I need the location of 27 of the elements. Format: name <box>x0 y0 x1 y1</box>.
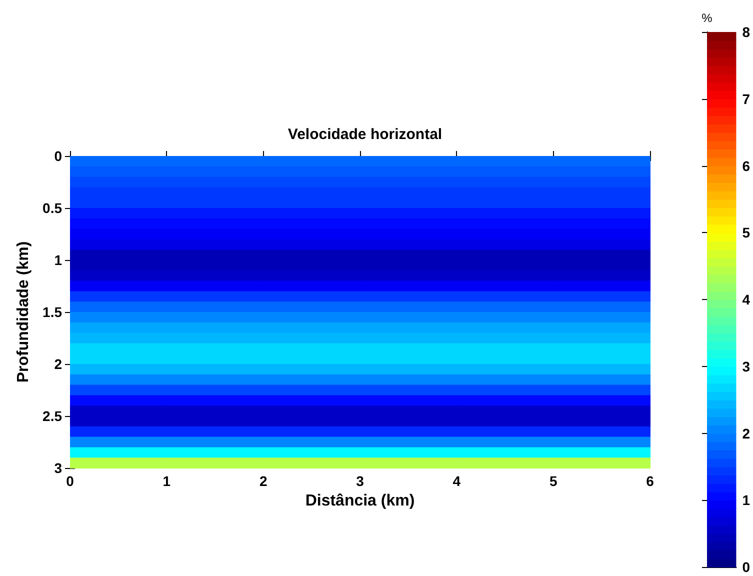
chart-title: Velocidade horizontal <box>288 126 442 143</box>
color-bar-label: 6 <box>742 158 750 174</box>
y-axis-title: Profundidade (km) <box>15 241 32 383</box>
color-bar-label: 4 <box>742 292 750 308</box>
color-bar-label: 1 <box>742 492 750 508</box>
y-tick-label: 3 <box>54 460 62 476</box>
x-axis-title: Distância (km) <box>305 492 415 510</box>
color-bar-label: 7 <box>742 90 750 107</box>
y-tick-label: 0 <box>54 148 62 164</box>
y-tick-label: 1 <box>54 252 62 268</box>
y-tick-label: 0.5 <box>42 200 62 216</box>
x-tick-label: 3 <box>356 473 364 489</box>
x-tick-label: 1 <box>162 473 171 489</box>
x-tick-label: 2 <box>259 473 268 489</box>
x-tick-label: 0 <box>66 473 74 489</box>
color-bar-label: 5 <box>742 224 750 241</box>
y-tick-label: 2.5 <box>42 408 62 424</box>
x-tick-label: 6 <box>646 473 654 489</box>
color-bar-label: 2 <box>742 425 750 442</box>
color-bar-title: % <box>702 11 713 25</box>
color-bar-label: 0 <box>742 559 750 575</box>
x-tick-label: 5 <box>549 473 558 489</box>
y-tick-label: 2 <box>54 356 62 372</box>
color-bar-label: 8 <box>742 24 750 40</box>
x-tick-label: 4 <box>452 473 461 489</box>
y-tick-label: 1.5 <box>42 304 62 320</box>
color-bar-label: 3 <box>742 358 750 374</box>
